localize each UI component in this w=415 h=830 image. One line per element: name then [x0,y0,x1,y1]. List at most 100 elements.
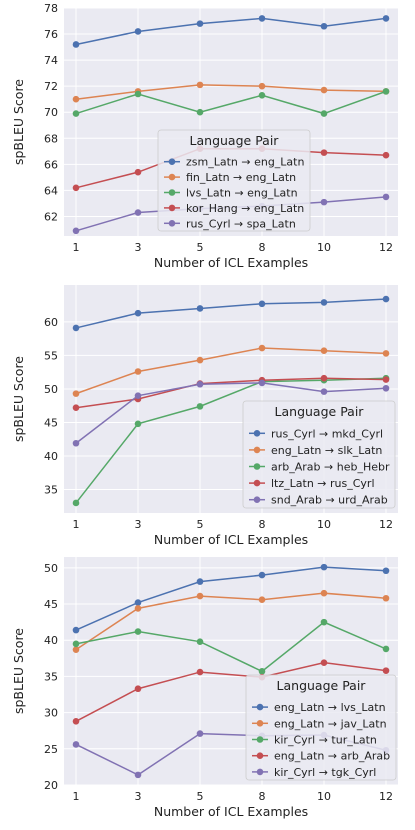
data-point [320,374,328,382]
legend-swatch-marker [256,720,264,727]
legend-swatch-marker [168,220,176,227]
data-point [320,563,328,571]
y-tick-label: 70 [44,106,58,119]
legend-label: kor_Hang → eng_Latn [186,202,304,215]
data-point [72,499,80,507]
data-point [196,578,204,585]
data-point [258,15,266,22]
legend-swatch-marker [253,496,261,504]
data-point [382,667,390,674]
data-point [72,404,80,412]
data-point [72,184,80,192]
legend-swatch-marker [253,463,261,470]
legend-label: zsm_Latn → eng_Latn [186,156,304,169]
x-tick-label: 3 [135,241,142,254]
data-point [382,594,390,602]
legend-label: arb_Arab → heb_Hebr [271,461,390,474]
y-tick-label: 35 [44,484,58,497]
data-point [382,645,390,653]
legend-label: eng_Latn → lvs_Latn [274,701,386,714]
series-line-2 [75,84,387,100]
x-tick-label: 1 [73,518,80,531]
data-point [196,81,204,89]
series-line-1 [75,566,387,631]
legend-label: rus_Cyrl → spa_Latn [186,217,296,230]
series-line-2 [75,347,387,395]
data-point [134,605,142,612]
data-point [72,626,80,634]
data-point [196,592,204,600]
data-point [382,295,390,303]
series-line-1 [75,17,387,46]
legend-label: kir_Cyrl → tgk_Cyrl [274,766,376,779]
x-tick-label: 10 [317,790,331,803]
legend-swatch-marker [253,446,261,454]
legend-label: kir_Cyrl → tur_Latn [274,734,377,747]
legend-label: rus_Cyrl → mkd_Cyrl [271,427,383,440]
y-tick-label: 20 [44,779,58,792]
data-point [320,347,328,355]
data-point [134,168,142,176]
y-tick-label: 50 [44,562,58,575]
data-point [258,82,266,90]
x-tick-label: 5 [197,241,204,254]
y-tick-label: 45 [44,416,58,429]
x-tick-label: 8 [259,790,266,803]
data-point [196,638,204,645]
legend-box [245,674,397,781]
legend-label: ltz_Latn → rus_Cyrl [271,477,375,490]
x-tick-label: 12 [379,790,393,803]
y-tick-label: 45 [44,598,58,611]
y-axis-title: spBLEU Score [11,628,26,714]
data-point [258,91,266,99]
data-point [72,439,80,447]
data-point [72,41,80,48]
data-point [382,15,390,22]
data-point [72,640,80,648]
data-point [134,28,142,35]
legend-swatch-marker [256,736,264,743]
data-point [72,110,80,117]
data-point [382,193,390,201]
legend: Language Pair eng_Latn → lvs_Latn eng_Latn… [245,674,397,781]
series-line-3 [75,90,387,115]
series-line-3 [75,621,387,673]
x-tick-label: 8 [259,518,266,531]
x-tick-label: 5 [197,518,204,531]
data-point [72,227,80,235]
data-point [72,718,80,725]
data-point [258,379,266,387]
data-point [320,198,328,206]
y-tick-label: 78 [44,2,58,15]
y-axis-title: spBLEU Score [11,356,26,442]
y-tick-label: 50 [44,383,58,396]
data-point [134,90,142,98]
legend-title: Language Pair [277,678,367,693]
data-point [134,420,142,428]
x-tick-label: 5 [197,790,204,803]
data-point [320,22,328,30]
x-tick-label: 3 [135,790,142,803]
legend: Language Pair zsm_Latn → eng_Latn fin_Latn… [157,129,311,232]
series-line-2 [75,592,387,651]
data-point [320,149,328,156]
data-point [258,668,266,675]
y-tick-label: 74 [44,54,58,67]
data-point [196,380,204,388]
chart-panel-1: 62 64 66 68 70 72 74 76 78 1 3 5 8 10 12 Number of ICL … [11,2,398,270]
data-point [258,596,266,604]
y-tick-label: 55 [44,349,58,362]
y-tick-label: 40 [44,634,58,647]
data-point [382,376,390,383]
legend-label: eng_Latn → arb_Arab [274,750,390,763]
y-axis-title: spBLEU Score [11,79,26,165]
data-point [258,300,266,308]
data-point [72,646,80,653]
data-point [320,618,328,626]
data-point [196,108,204,116]
x-axis-title: Number of ICL Examples [154,255,308,270]
legend-swatch-marker [256,703,264,711]
legend-label: snd_Arab → urd_Arab [271,494,388,507]
data-point [72,390,80,397]
